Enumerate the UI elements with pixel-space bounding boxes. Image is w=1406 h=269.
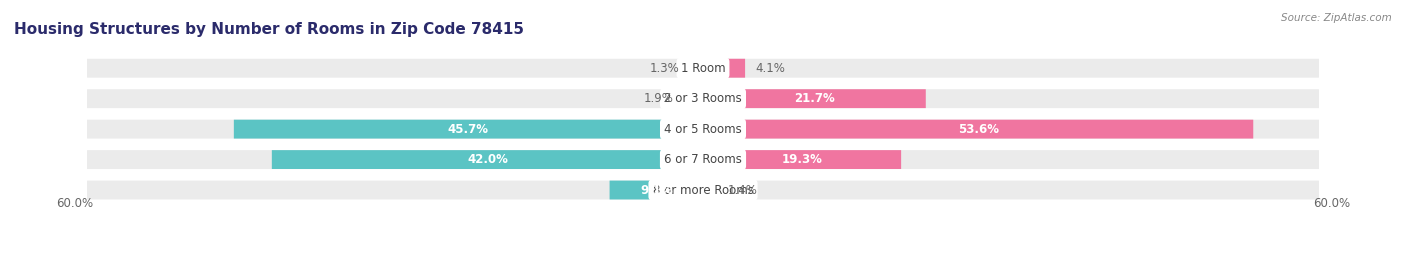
FancyBboxPatch shape <box>87 180 1319 200</box>
Text: 1 Room: 1 Room <box>681 62 725 75</box>
FancyBboxPatch shape <box>703 89 925 108</box>
FancyBboxPatch shape <box>87 59 1319 78</box>
Text: 1.4%: 1.4% <box>728 183 758 197</box>
Text: 4 or 5 Rooms: 4 or 5 Rooms <box>664 123 742 136</box>
Text: 60.0%: 60.0% <box>1313 197 1350 210</box>
FancyBboxPatch shape <box>610 180 703 200</box>
Text: 45.7%: 45.7% <box>449 123 489 136</box>
Text: 2 or 3 Rooms: 2 or 3 Rooms <box>664 92 742 105</box>
Text: 8 or more Rooms: 8 or more Rooms <box>652 183 754 197</box>
FancyBboxPatch shape <box>87 89 1319 108</box>
Text: 1.3%: 1.3% <box>650 62 679 75</box>
Text: 53.6%: 53.6% <box>957 123 998 136</box>
FancyBboxPatch shape <box>703 180 717 200</box>
Text: 19.3%: 19.3% <box>782 153 823 166</box>
FancyBboxPatch shape <box>271 150 703 169</box>
Text: 21.7%: 21.7% <box>794 92 835 105</box>
Text: 42.0%: 42.0% <box>467 153 508 166</box>
Text: 6 or 7 Rooms: 6 or 7 Rooms <box>664 153 742 166</box>
FancyBboxPatch shape <box>233 120 703 139</box>
Text: Source: ZipAtlas.com: Source: ZipAtlas.com <box>1281 13 1392 23</box>
FancyBboxPatch shape <box>690 59 703 78</box>
FancyBboxPatch shape <box>703 59 745 78</box>
FancyBboxPatch shape <box>703 120 1253 139</box>
Text: 1.9%: 1.9% <box>644 92 673 105</box>
FancyBboxPatch shape <box>683 89 703 108</box>
Text: 9.1%: 9.1% <box>640 183 672 197</box>
FancyBboxPatch shape <box>87 150 1319 169</box>
FancyBboxPatch shape <box>703 150 901 169</box>
Text: 60.0%: 60.0% <box>56 197 93 210</box>
Text: Housing Structures by Number of Rooms in Zip Code 78415: Housing Structures by Number of Rooms in… <box>14 22 524 37</box>
Text: 4.1%: 4.1% <box>755 62 785 75</box>
FancyBboxPatch shape <box>87 120 1319 139</box>
